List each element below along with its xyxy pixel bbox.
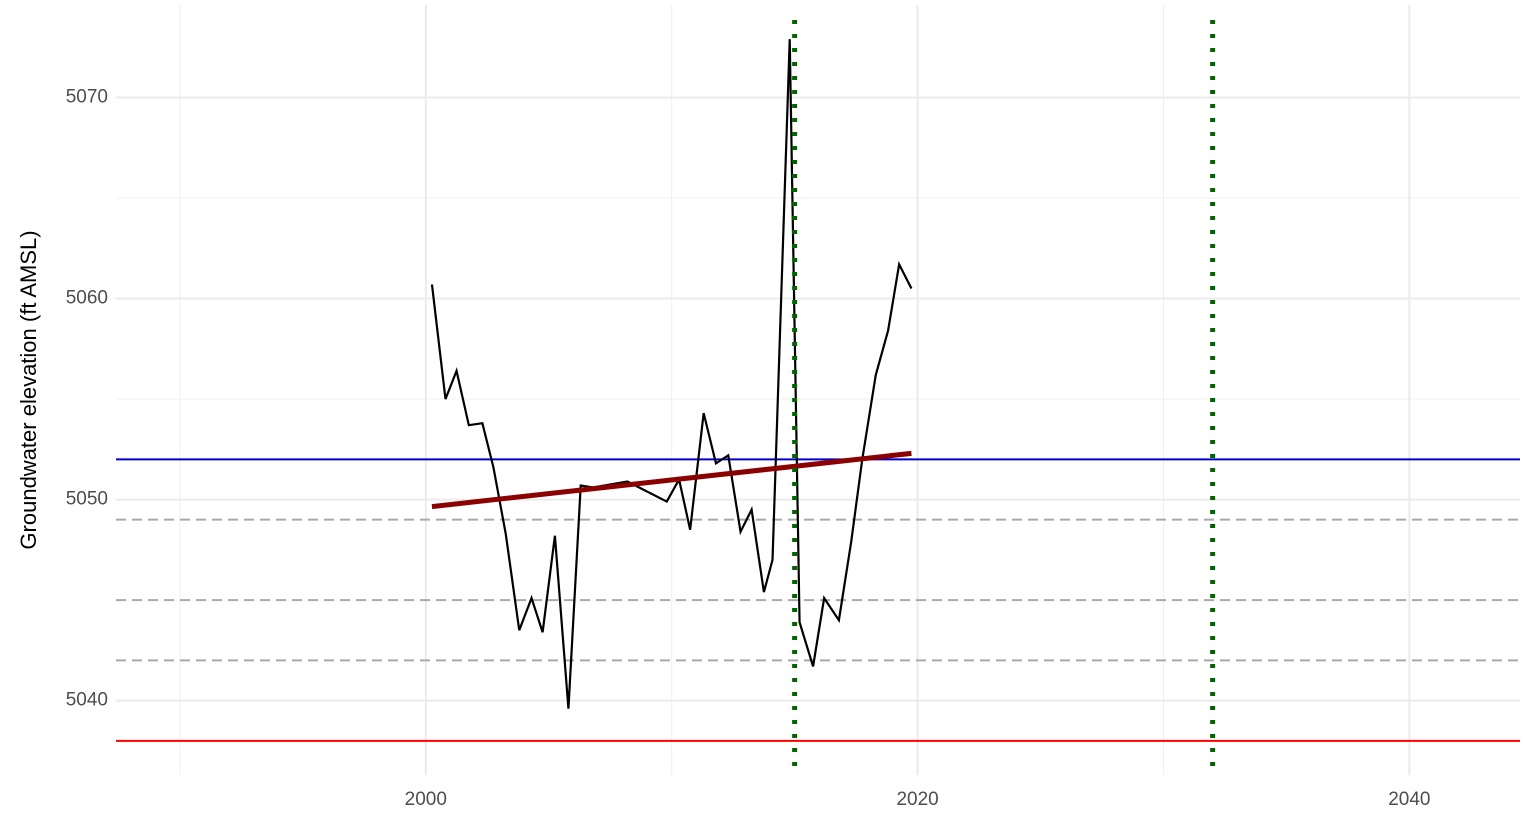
y-tick-label: 5050 [66, 489, 108, 510]
x-tick-label: 2040 [1388, 789, 1430, 810]
data-line [430, 39, 913, 709]
y-tick-label: 5040 [66, 690, 108, 711]
data-line [431, 450, 912, 510]
y-tick-label: 5070 [66, 86, 108, 107]
y-axis-label: Groundwater elevation (ft AMSL) [16, 230, 41, 549]
x-tick-label: 2000 [405, 789, 447, 810]
y-tick-label: 5060 [66, 288, 108, 309]
x-tick-label: 2020 [896, 789, 938, 810]
